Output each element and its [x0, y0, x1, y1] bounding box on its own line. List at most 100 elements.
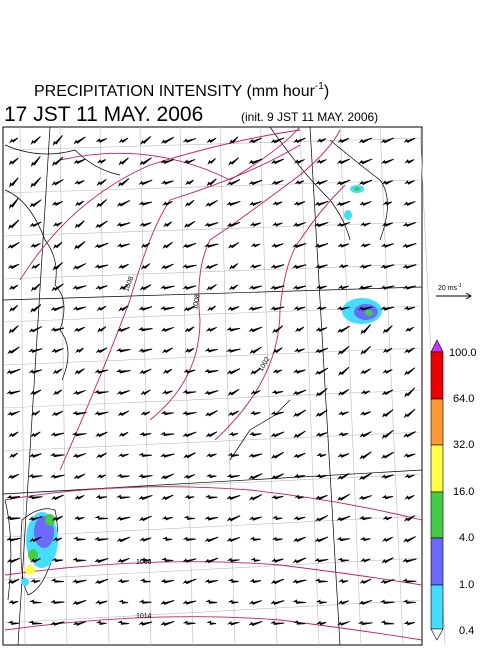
wind-arrow [28, 473, 43, 479]
wind-arrow [51, 494, 64, 501]
wind-arrow [270, 600, 285, 606]
wind-arrow [93, 536, 109, 542]
wind-arrow [248, 620, 263, 627]
wind-arrow [51, 348, 64, 353]
wind-arrow [162, 368, 173, 374]
wind-arrow [183, 159, 196, 164]
grid-line [19, 126, 26, 646]
wind-arrow [29, 536, 42, 543]
wind-arrow [226, 348, 241, 353]
wind-arrow [8, 431, 19, 438]
wind-arrow [28, 516, 43, 521]
wind-arrow [338, 411, 349, 416]
grid-line [219, 126, 236, 646]
wind-arrow [382, 201, 393, 206]
wind-arrow [183, 305, 196, 312]
wind-arrow [381, 494, 394, 500]
rain-patch [365, 310, 373, 316]
wind-arrow [72, 263, 87, 270]
wind-arrow [250, 557, 261, 562]
wind-arrow [50, 578, 64, 583]
wind-arrow [72, 306, 86, 311]
wind-arrow [359, 578, 372, 585]
wind-arrow [403, 201, 416, 206]
wind-arrow [206, 178, 217, 187]
wind-arrow [404, 180, 415, 185]
wind-arrow [51, 283, 64, 292]
wind-arrow [72, 579, 87, 584]
wind-arrow [226, 536, 241, 543]
wind-arrow [381, 180, 394, 185]
wind-arrow [118, 305, 129, 312]
wind-arrow [380, 620, 395, 625]
wind-arrow [249, 536, 261, 542]
colorbar-label: 0.4 [459, 625, 474, 637]
wind-arrow [314, 367, 329, 376]
wind-arrow [271, 515, 283, 521]
wind-arrow [293, 430, 306, 439]
wind-arrow [52, 537, 63, 542]
wind-arrow [226, 368, 241, 375]
grid-line [2, 431, 423, 452]
wind-arrow [204, 536, 219, 543]
grid-line [379, 126, 404, 646]
wind-arrow [119, 284, 128, 291]
wind-arrow [182, 410, 197, 416]
wind-arrow [337, 137, 350, 144]
wind-arrow [229, 136, 239, 145]
wind-arrow [292, 557, 307, 564]
wind-arrow [160, 136, 175, 144]
wind-arrow [316, 305, 327, 311]
wind-arrow [359, 411, 372, 416]
wind-arrow [248, 285, 262, 290]
wind-arrow [28, 369, 43, 374]
wind-arrow [402, 285, 416, 290]
wind-arrow [272, 347, 283, 354]
wind-arrow [226, 515, 241, 522]
wind-arrow [30, 136, 41, 145]
wind-arrow [94, 515, 108, 520]
wind-arrow [116, 243, 130, 248]
wind-arrow [49, 452, 65, 458]
wind-arrow [73, 158, 86, 165]
wind-arrow [292, 243, 307, 249]
wind-arrow [205, 473, 217, 479]
wind-arrow [182, 242, 197, 249]
wind-arrow [72, 599, 87, 606]
wind-arrow [184, 347, 195, 353]
colorbar-segment [430, 491, 444, 539]
wind-arrow [7, 241, 20, 249]
wind-arrow [31, 410, 41, 417]
colorbar-segment [430, 537, 444, 586]
wind-arrow [95, 347, 108, 354]
isobar [149, 129, 341, 421]
wind-arrow [403, 431, 416, 438]
wind-arrow [337, 345, 350, 356]
wind-arrow [382, 369, 393, 374]
wind-arrow [381, 389, 394, 396]
wind-arrow [51, 179, 64, 186]
wind-arrow [75, 347, 84, 354]
wind-arrow [337, 243, 350, 248]
wind-arrow [72, 557, 87, 562]
wind-arrow [74, 220, 85, 229]
title: PRECIPITATION INTENSITY (mm hour-1) [34, 81, 329, 100]
wind-arrow [270, 620, 285, 626]
wind-arrow [294, 180, 305, 185]
wind-arrow [404, 347, 415, 354]
wind-arrow [95, 220, 108, 229]
wind-arrow [270, 264, 285, 269]
wind-arrow [183, 474, 196, 479]
map-frame [2, 126, 423, 646]
wind-arrow [249, 200, 262, 207]
wind-arrow [292, 599, 307, 604]
wind-arrow [206, 453, 217, 458]
wind-arrow [160, 306, 175, 311]
wind-arrow [72, 389, 86, 396]
wind-arrow [9, 137, 19, 144]
rain-patch [25, 565, 35, 575]
wind-arrow [359, 431, 372, 438]
wind-arrow [360, 222, 371, 227]
wind-arrow [248, 516, 262, 521]
wind-arrow [205, 263, 218, 270]
